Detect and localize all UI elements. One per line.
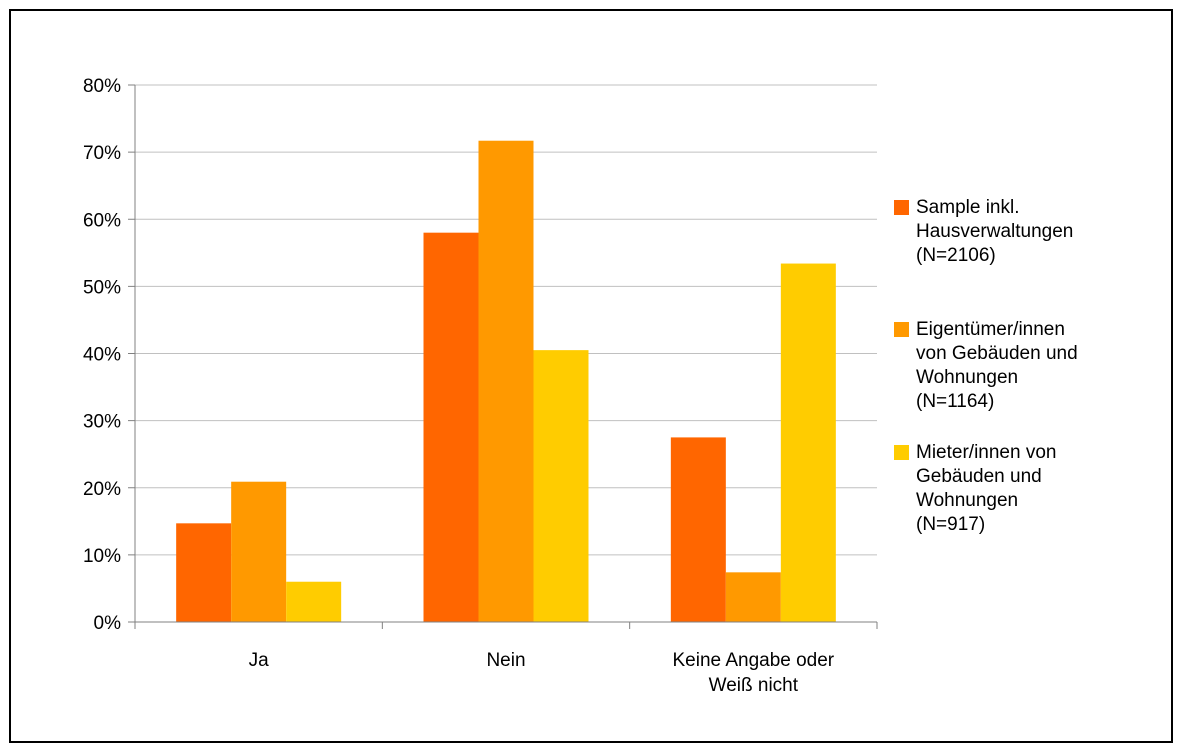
legend-label: (N=1164) [916, 391, 994, 412]
legend-label: Eigentümer/innen [916, 319, 1065, 340]
x-tick-labels: Ja Nein Keine Angabe oder Weiß nicht [249, 650, 835, 696]
bar [725, 572, 781, 622]
y-tick-labels: 0% 10% 20% 30% 40% 50% 60% 70% 80% [83, 76, 121, 634]
legend-label: (N=2106) [916, 245, 996, 266]
legend-swatch [894, 322, 909, 337]
legend-label: Mieter/innen von [916, 442, 1056, 463]
legend-label: Hausverwaltungen [916, 221, 1073, 242]
legend-swatch [894, 445, 909, 460]
y-tick-label: 50% [83, 277, 121, 298]
bar [533, 350, 589, 622]
y-tick-label: 10% [83, 546, 121, 567]
y-tick-label: 80% [83, 76, 121, 97]
x-tick-label: Nein [486, 650, 525, 671]
y-tick-label: 60% [83, 210, 121, 231]
bar [780, 263, 836, 622]
legend-label: von Gebäuden und [916, 343, 1078, 364]
x-tick-label: Weiß nicht [709, 675, 799, 696]
legend-label: Gebäuden und [916, 466, 1042, 487]
x-tick-label: Keine Angabe oder [673, 650, 835, 671]
bars [176, 140, 836, 623]
legend-label: Wohnungen [916, 367, 1018, 388]
bar [286, 581, 342, 622]
y-tick-label: 20% [83, 479, 121, 500]
legend-label: (N=917) [916, 514, 985, 535]
y-tick-label: 0% [94, 613, 122, 634]
x-tick-label: Ja [249, 650, 270, 671]
y-tick-label: 40% [83, 345, 121, 366]
y-tick-label: 30% [83, 412, 121, 433]
bar [478, 140, 534, 622]
legend-swatch [894, 200, 909, 215]
bar [231, 481, 287, 622]
axes [128, 84, 878, 629]
bar [176, 523, 232, 622]
legend-label: Wohnungen [916, 490, 1018, 511]
y-tick-label: 70% [83, 143, 121, 164]
bar [670, 437, 726, 622]
bar [423, 232, 479, 623]
legend: Sample inkl. Hausverwaltungen (N=2106) Eige… [894, 197, 1078, 535]
legend-label: Sample inkl. [916, 197, 1020, 218]
